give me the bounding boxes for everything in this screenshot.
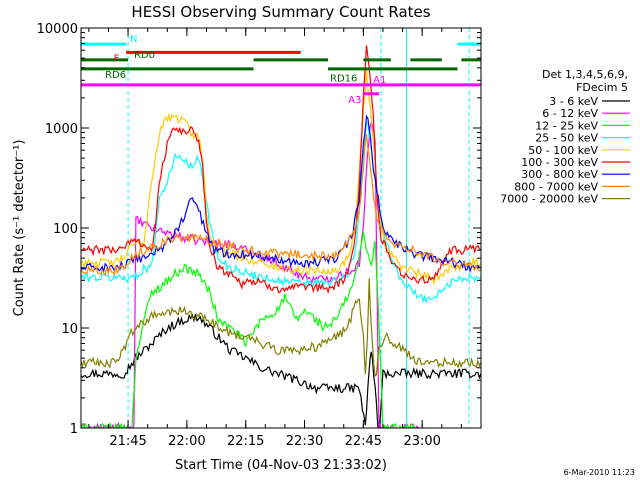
y-tick-label-100: 100	[53, 222, 78, 237]
legend-label-300-800-kev: 300 - 800 keV	[521, 168, 598, 181]
x-tick-label-23-00: 23:00	[403, 434, 440, 449]
y-tick-label-10000: 10000	[37, 22, 78, 37]
footer-timestamp: 6-Mar-2010 11:23	[564, 468, 635, 477]
legend-header-line-2: FDecim 5	[576, 81, 628, 94]
y-tick-label-1000: 1000	[45, 122, 78, 137]
plot-area: NF RD0 RD6 RD16 A1 A3 21:45 22:00 22:15 22:30 22:4…	[37, 22, 630, 449]
state-label-a3: A3	[348, 95, 361, 106]
legend-label-25-50-kev: 25 - 50 keV	[535, 132, 598, 145]
legend-header-line-1: Det 1,3,4,5,6,9,	[542, 68, 628, 81]
x-tick-label-22-30: 22:30	[286, 434, 323, 449]
state-label-a1: A1	[373, 75, 386, 86]
x-tick-label-22-45: 22:45	[345, 434, 382, 449]
series-line-12-25-kev	[81, 231, 423, 428]
x-tick-label-21-45: 21:45	[109, 434, 146, 449]
legend-label-6-12-kev: 6 - 12 keV	[542, 107, 598, 120]
y-tick-label-1: 1	[70, 422, 78, 437]
legend-label-50-100-kev: 50 - 100 keV	[528, 144, 598, 157]
plot-clip-group	[81, 28, 481, 428]
x-tick-label-22-00: 22:00	[168, 434, 205, 449]
series-line-800-7000-kev	[81, 134, 481, 276]
y-axis-label: Count Rate (s⁻¹ detector⁻¹)	[12, 140, 27, 317]
legend-label-100-300-kev: 100 - 300 keV	[521, 156, 598, 169]
series-line-25-50-kev	[81, 121, 481, 304]
state-label-rd0: RD0	[134, 50, 155, 61]
state-label-f: F	[114, 53, 120, 64]
legend-label-12-25-kev: 12 - 25 keV	[535, 119, 598, 132]
legend-label-7000-20000-kev: 7000 - 20000 keV	[500, 193, 598, 206]
state-label-rd6: RD6	[105, 70, 126, 81]
series-line-7000-20000-kev	[81, 278, 481, 377]
legend-label-800-7000-kev: 800 - 7000 keV	[514, 180, 598, 193]
state-label-n: N	[130, 34, 137, 45]
legend-label-3-6-kev: 3 - 6 keV	[549, 95, 598, 108]
x-tick-label-22-15: 22:15	[227, 434, 264, 449]
state-label-rd16: RD16	[330, 73, 357, 84]
x-axis-label: Start Time (04-Nov-03 21:33:02)	[175, 458, 387, 473]
series-line-50-100-kev	[81, 70, 481, 286]
series-line-3-6-kev	[81, 313, 481, 428]
series-line-100-300-kev	[81, 45, 481, 295]
series-line-300-800-kev	[81, 114, 481, 274]
y-tick-label-10: 10	[61, 322, 78, 337]
chart-title: HESSI Observing Summary Count Rates	[131, 3, 430, 21]
